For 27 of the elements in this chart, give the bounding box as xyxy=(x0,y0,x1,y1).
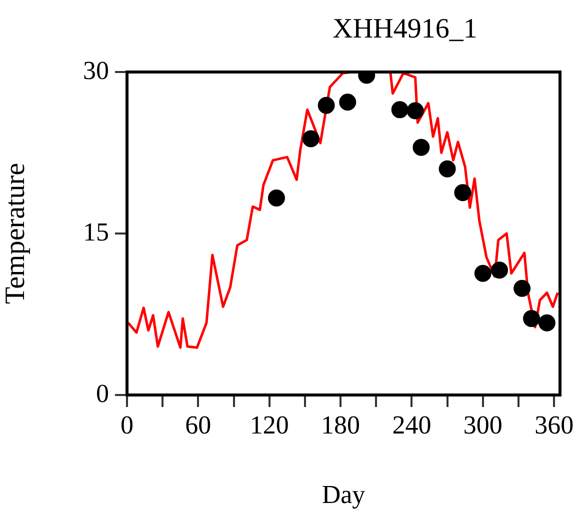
x-tick-label: 0 xyxy=(120,410,134,440)
x-tick-label: 300 xyxy=(463,410,502,440)
point xyxy=(391,101,408,118)
x-tick-label: 120 xyxy=(250,410,289,440)
point xyxy=(412,138,430,156)
point xyxy=(406,102,424,120)
x-tick-label: 60 xyxy=(185,410,212,440)
point xyxy=(318,96,335,114)
y-axis-title: Temperature xyxy=(0,162,32,304)
chart-title: XHH4916_1 xyxy=(332,13,478,44)
point xyxy=(339,94,356,111)
x-axis-title: Day xyxy=(322,480,366,510)
point xyxy=(538,314,556,332)
point xyxy=(268,189,285,206)
y-tick-label: 15 xyxy=(83,217,109,246)
point xyxy=(302,130,320,148)
point xyxy=(454,184,472,202)
point xyxy=(514,280,531,297)
y-tick-label: 0 xyxy=(96,378,109,408)
x-tick-label: 180 xyxy=(321,410,360,440)
x-tick-label: 360 xyxy=(534,410,574,440)
point xyxy=(438,160,456,178)
x-tick-label: 240 xyxy=(392,410,432,440)
y-tick-label: 30 xyxy=(83,56,109,85)
point xyxy=(474,264,492,282)
point xyxy=(523,310,540,328)
point xyxy=(491,262,508,279)
